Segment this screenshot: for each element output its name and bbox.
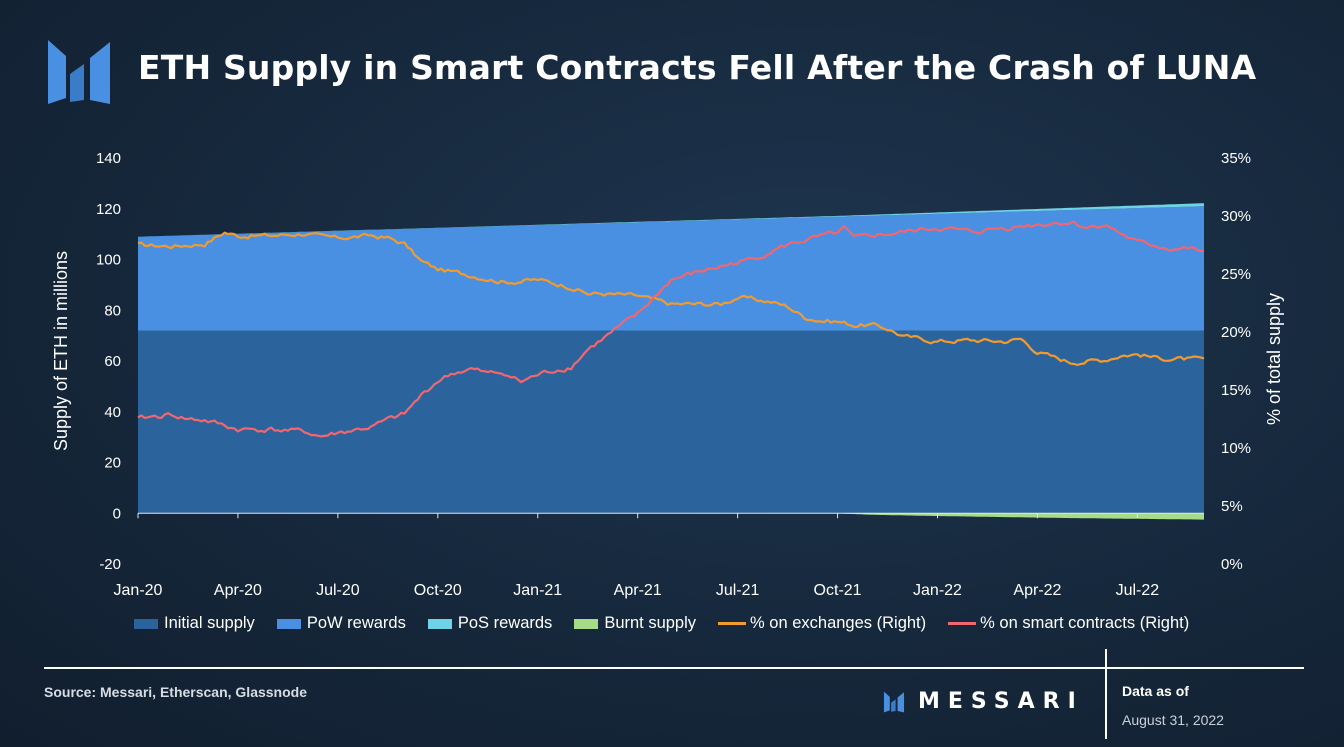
- messari-small-logo-icon: [883, 691, 905, 712]
- footer-divider: [44, 667, 1304, 669]
- y-left-tick-label: 80: [104, 302, 121, 319]
- x-tick-label: Oct-21: [814, 582, 862, 599]
- legend-item-initial-supply: Initial supply: [134, 614, 255, 633]
- data-as-of-label: Data as of: [1122, 683, 1189, 699]
- exchanges-pct-line: [137, 231, 1205, 366]
- source-note: Source: Messari, Etherscan, Glassnode: [44, 684, 307, 700]
- legend-swatch: [276, 618, 301, 629]
- x-tick-label: Apr-20: [214, 582, 262, 599]
- messari-logo-icon: [48, 40, 110, 104]
- y-right-tick-label: 15%: [1221, 382, 1251, 399]
- y-left-tick-label: 20: [104, 455, 121, 472]
- chart: 140 120 100 80 60 40 20 0 -20 35% 30% 25% 20% 15% 10% 5…: [51, 150, 1284, 599]
- y-left-tick-label: 40: [104, 404, 121, 421]
- legend-item-exchanges: % on exchanges (Right): [718, 614, 926, 633]
- pow-rewards-area: [138, 206, 1204, 331]
- x-tick-label: Jul-21: [716, 582, 760, 599]
- y-right-tick-label: 5%: [1221, 498, 1243, 515]
- legend-item-smart-contracts: % on smart contracts (Right): [948, 614, 1189, 633]
- y-left-tick-label: 100: [96, 252, 121, 269]
- legend-swatch: [427, 618, 452, 629]
- x-tick-label: Oct-20: [414, 582, 462, 599]
- legend-label: % on exchanges (Right): [750, 614, 927, 632]
- y-right-tick-label: 0%: [1221, 556, 1243, 573]
- y-left-tick-label: 60: [104, 353, 121, 370]
- chart-legend: Initial supply PoW rewards PoS rewards B…: [134, 614, 1211, 633]
- x-tick-label: Jul-22: [1116, 582, 1160, 599]
- burnt-supply-area: [138, 513, 1204, 520]
- legend-item-pos-rewards: PoS rewards: [427, 614, 553, 633]
- y-right-axis-title: % of total supply: [1264, 293, 1284, 425]
- y-right-tick-label: 25%: [1221, 266, 1251, 283]
- initial-supply-area: [138, 330, 1204, 514]
- x-tick-label: Jul-20: [316, 582, 360, 599]
- y-left-tick-label: 120: [96, 201, 121, 218]
- legend-line: [718, 622, 747, 625]
- x-tick-label: Jan-21: [513, 582, 562, 599]
- legend-label: PoS rewards: [457, 614, 553, 632]
- smart-contracts-pct-line: [137, 220, 1205, 438]
- x-tick-label: Apr-22: [1013, 582, 1061, 599]
- legend-swatch: [134, 618, 158, 629]
- y-left-tick-label: -20: [99, 556, 121, 573]
- brand-wordmark: MESSARI: [882, 689, 1084, 714]
- legend-label: PoW rewards: [306, 614, 406, 632]
- legend-item-burnt-supply: Burnt supply: [574, 614, 696, 633]
- y-right-tick-label: 10%: [1221, 440, 1251, 457]
- y-left-tick-label: 140: [96, 150, 121, 167]
- x-tick-label: Apr-21: [614, 582, 662, 599]
- legend-label: Initial supply: [164, 614, 255, 632]
- page-title: ETH Supply in Smart Contracts Fell After…: [138, 48, 1257, 87]
- y-right-tick-label: 30%: [1221, 208, 1251, 225]
- x-tick-label: Jan-20: [114, 582, 163, 599]
- legend-label: % on smart contracts (Right): [980, 614, 1190, 632]
- x-tick-label: Jan-22: [913, 582, 962, 599]
- legend-line: [948, 622, 977, 625]
- y-right-tick-label: 35%: [1221, 150, 1251, 167]
- y-left-axis-title: Supply of ETH in millions: [51, 251, 71, 451]
- legend-label: Burnt supply: [604, 614, 697, 632]
- y-left-tick-label: 0: [113, 505, 121, 522]
- legend-swatch: [574, 618, 599, 629]
- data-as-of-date: August 31, 2022: [1122, 712, 1224, 728]
- brand-name: MESSARI: [918, 689, 1084, 714]
- legend-item-pow-rewards: PoW rewards: [276, 614, 406, 633]
- y-right-tick-label: 20%: [1221, 324, 1251, 341]
- footer-vertical-divider: [1105, 649, 1107, 739]
